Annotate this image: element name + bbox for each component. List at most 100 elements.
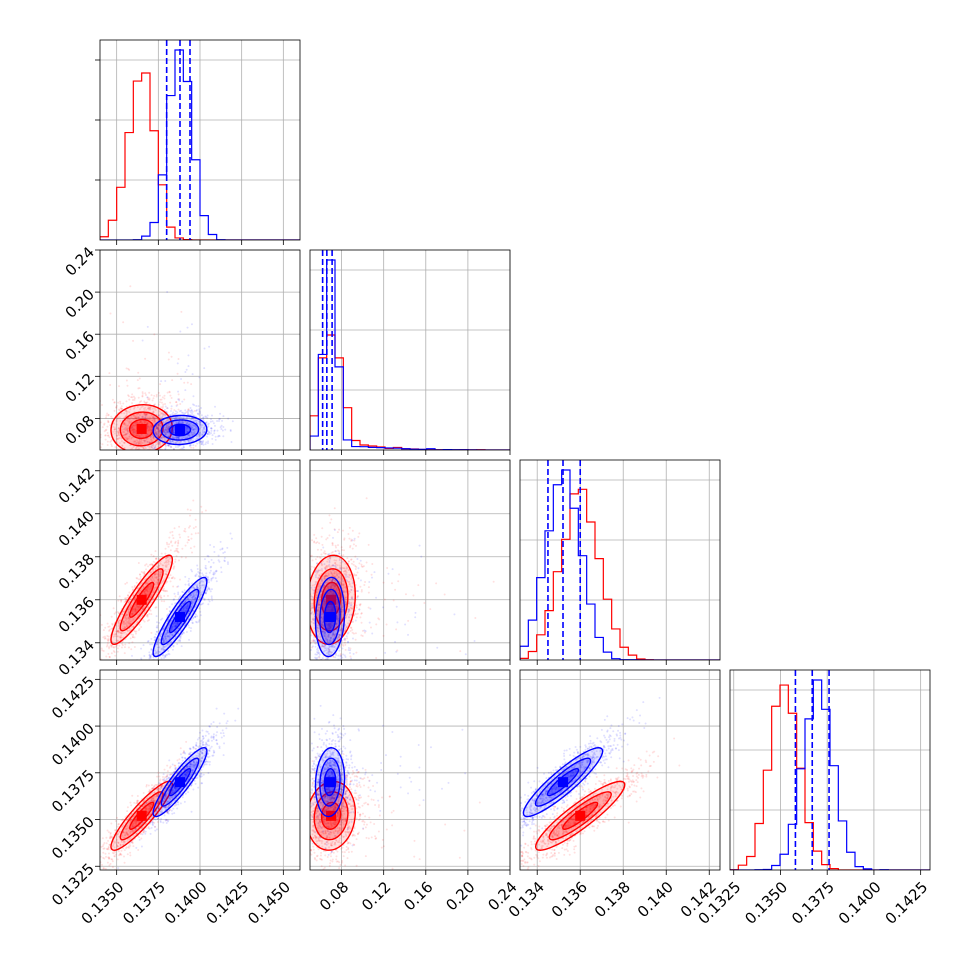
scatter-point bbox=[156, 426, 159, 429]
scatter-point bbox=[113, 651, 116, 654]
scatter-point bbox=[143, 450, 145, 452]
scatter-point bbox=[112, 646, 115, 649]
scatter-point bbox=[106, 431, 109, 434]
scatter-point bbox=[332, 646, 335, 649]
scatter-point bbox=[131, 417, 134, 420]
scatter-point bbox=[329, 626, 332, 629]
scatter-point bbox=[214, 435, 217, 438]
scatter-point bbox=[333, 575, 336, 578]
scatter-point bbox=[140, 454, 142, 456]
scatter-point bbox=[348, 573, 351, 576]
scatter-point bbox=[211, 437, 214, 440]
scatter-point bbox=[173, 550, 176, 553]
scatter-point bbox=[324, 577, 327, 580]
scatter-point bbox=[297, 614, 299, 616]
scatter-point bbox=[94, 671, 96, 673]
scatter-point bbox=[153, 419, 156, 422]
scatter-point bbox=[164, 573, 167, 576]
scatter-point bbox=[166, 556, 169, 559]
scatter-point bbox=[103, 422, 106, 425]
scatter-point bbox=[179, 640, 182, 643]
scatter-point bbox=[190, 533, 193, 536]
scatter-point bbox=[140, 589, 143, 592]
scatter-point bbox=[203, 558, 206, 561]
scatter-point bbox=[117, 635, 120, 638]
scatter-point bbox=[341, 639, 344, 642]
scatter-point bbox=[131, 429, 134, 432]
scatter-point bbox=[100, 433, 102, 436]
scatter-point bbox=[199, 571, 202, 574]
scatter-point bbox=[166, 594, 169, 597]
scatter-point bbox=[305, 624, 307, 626]
scatter-point bbox=[171, 530, 174, 533]
scatter-point bbox=[151, 563, 154, 566]
scatter-point bbox=[154, 446, 157, 449]
scatter-point bbox=[122, 632, 125, 635]
scatter-point bbox=[117, 401, 120, 404]
scatter-point bbox=[177, 421, 180, 424]
scatter-point bbox=[199, 589, 202, 592]
scatter-point bbox=[132, 607, 135, 610]
scatter-point bbox=[114, 611, 117, 614]
scatter-point bbox=[149, 643, 152, 646]
scatter-point bbox=[185, 426, 188, 429]
scatter-point bbox=[196, 615, 199, 618]
scatter-point bbox=[121, 613, 124, 616]
scatter-point bbox=[194, 605, 197, 608]
scatter-point bbox=[170, 633, 173, 636]
scatter-point bbox=[104, 434, 107, 437]
scatter-point bbox=[214, 570, 217, 573]
scatter-point bbox=[173, 428, 176, 431]
scatter-point bbox=[192, 403, 195, 406]
scatter-point bbox=[203, 367, 206, 370]
scatter-point bbox=[325, 565, 328, 568]
scatter-point bbox=[412, 667, 414, 669]
scatter-point bbox=[106, 642, 109, 645]
scatter-point bbox=[342, 584, 345, 587]
scatter-point bbox=[343, 586, 346, 589]
scatter-point bbox=[340, 582, 343, 585]
scatter-point bbox=[121, 622, 124, 625]
scatter-point bbox=[296, 528, 298, 530]
scatter-point bbox=[166, 291, 169, 294]
scatter-point bbox=[163, 561, 166, 564]
scatter-point bbox=[163, 431, 166, 434]
scatter-point bbox=[150, 424, 153, 427]
scatter-point bbox=[168, 609, 171, 612]
scatter-point bbox=[326, 605, 329, 608]
scatter-point bbox=[157, 573, 160, 576]
scatter-point bbox=[159, 573, 162, 576]
scatter-point bbox=[127, 611, 130, 614]
scatter-point bbox=[304, 626, 306, 628]
scatter-point bbox=[325, 647, 328, 650]
scatter-point bbox=[201, 584, 204, 587]
scatter-point bbox=[199, 603, 202, 606]
scatter-point bbox=[172, 441, 175, 444]
scatter-point bbox=[166, 631, 169, 634]
scatter-point bbox=[140, 570, 143, 573]
scatter-point bbox=[104, 429, 107, 432]
scatter-point bbox=[155, 457, 157, 459]
scatter-point bbox=[195, 426, 198, 429]
scatter-point bbox=[314, 580, 317, 583]
scatter-point bbox=[164, 560, 167, 563]
scatter-point bbox=[173, 592, 176, 595]
scatter-point bbox=[340, 554, 343, 557]
scatter-point bbox=[132, 430, 135, 433]
scatter-point bbox=[172, 625, 175, 628]
scatter-point bbox=[164, 403, 167, 406]
scatter-point bbox=[358, 562, 361, 565]
scatter-point bbox=[307, 644, 309, 646]
scatter-point bbox=[306, 633, 308, 635]
scatter-point bbox=[168, 557, 171, 560]
scatter-point bbox=[192, 609, 195, 612]
scatter-point bbox=[339, 566, 342, 569]
scatter-point bbox=[177, 640, 180, 643]
scatter-point bbox=[349, 630, 352, 633]
scatter-point bbox=[133, 430, 136, 433]
scatter-point bbox=[158, 424, 161, 427]
panel-1-1 bbox=[309, 249, 511, 455]
scatter-point bbox=[190, 409, 193, 412]
scatter-point bbox=[355, 604, 358, 607]
scatter-point bbox=[142, 660, 144, 662]
